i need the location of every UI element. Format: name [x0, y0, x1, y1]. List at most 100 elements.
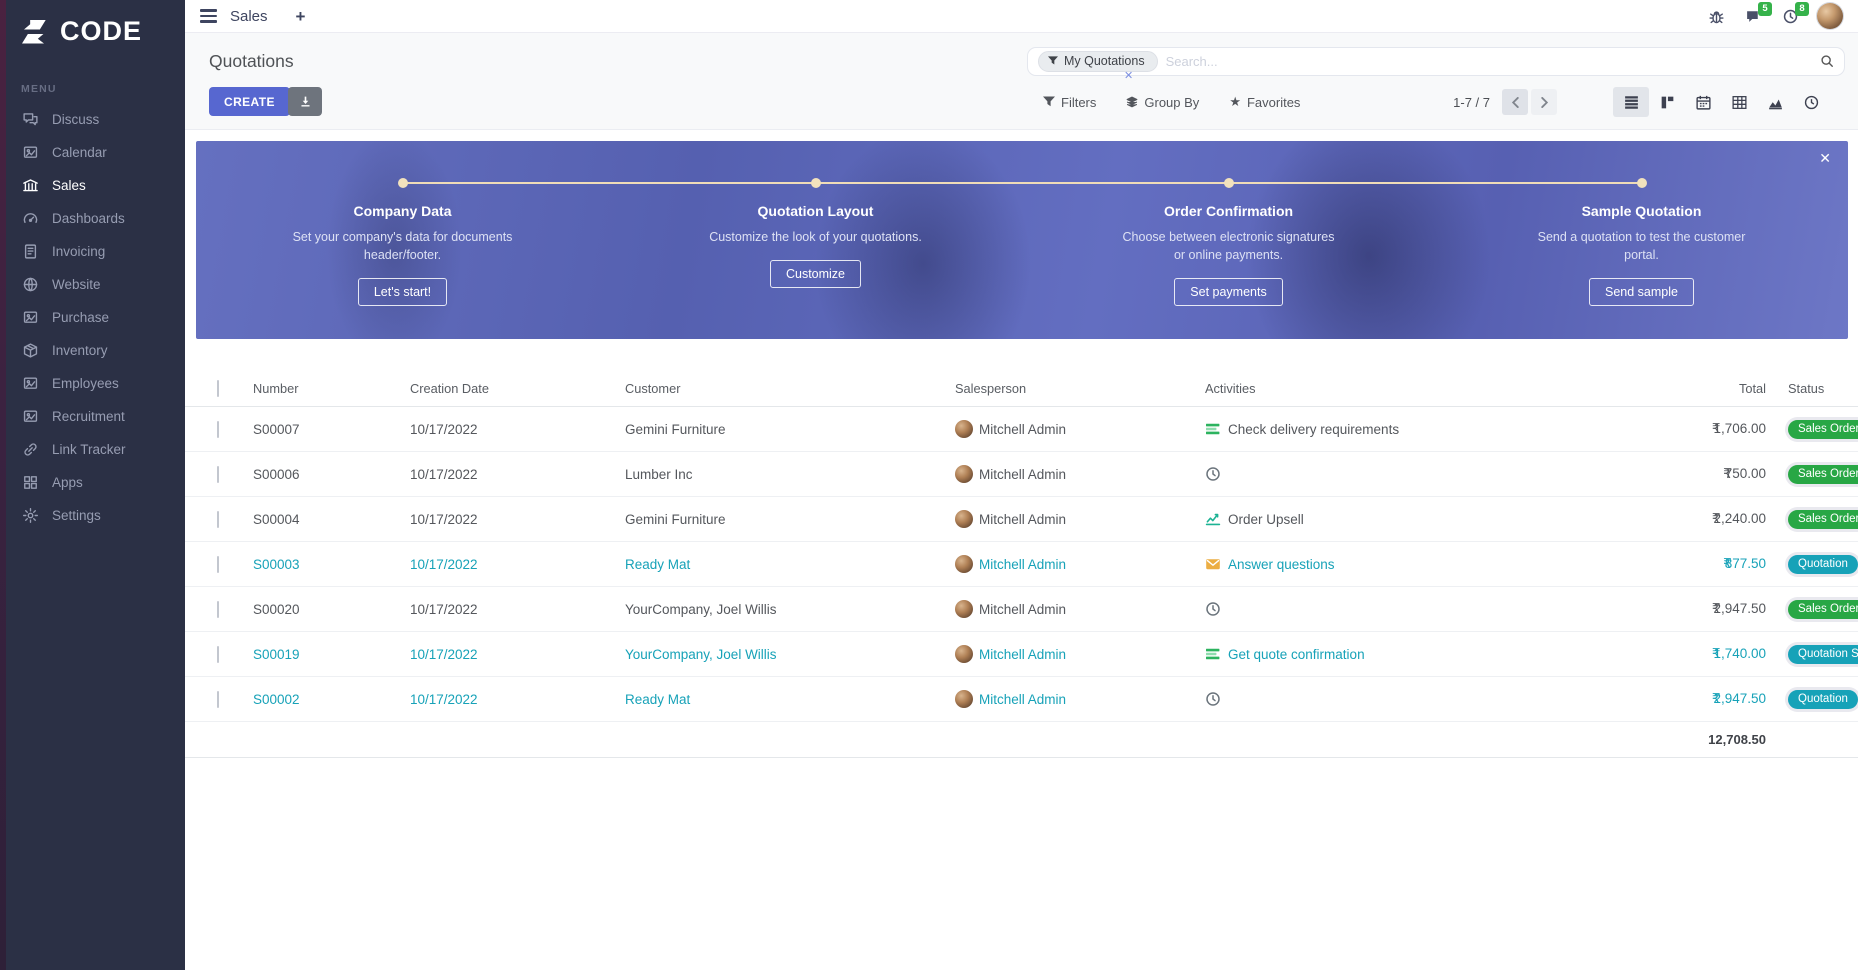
- sidebar-item-employees[interactable]: Employees: [0, 367, 185, 400]
- cell-number: S00007: [253, 421, 300, 437]
- calendar-view-button[interactable]: [1685, 87, 1721, 117]
- sidebar-item-apps[interactable]: Apps: [0, 466, 185, 499]
- step-action-button[interactable]: Send sample: [1589, 278, 1694, 307]
- pager-previous-button[interactable]: [1502, 89, 1528, 115]
- table-row[interactable]: S00004 10/17/2022 Gemini Furniture Mitch…: [185, 497, 1858, 542]
- column-header-customer[interactable]: Customer: [625, 381, 681, 396]
- sidebar-item-sales[interactable]: Sales: [0, 169, 185, 202]
- quotations-table: Number Creation Date Customer Salesperso…: [185, 371, 1858, 758]
- row-checkbox[interactable]: [217, 510, 219, 528]
- step-action-button[interactable]: Let's start!: [357, 278, 448, 307]
- table-row[interactable]: S00006 10/17/2022 Lumber Inc Mitchell Ad…: [185, 452, 1858, 497]
- sidebar-item-discuss[interactable]: Discuss: [0, 103, 185, 136]
- sidebar-item-settings[interactable]: Settings: [0, 499, 185, 532]
- cell-total: ₹1,740.00: [1711, 646, 1766, 661]
- column-header-activities[interactable]: Activities: [1205, 381, 1256, 396]
- search-facet-my-quotations[interactable]: My Quotations: [1038, 50, 1158, 72]
- hamburger-menu-icon[interactable]: [200, 9, 217, 23]
- debug-bug-icon[interactable]: [1708, 8, 1725, 25]
- brand-logo[interactable]: CODE: [0, 0, 185, 47]
- cell-salesperson: Mitchell Admin: [979, 601, 1067, 617]
- pivot-view-button[interactable]: [1721, 87, 1757, 117]
- cell-activity[interactable]: [1205, 691, 1645, 707]
- cell-activity[interactable]: Answer questions: [1205, 556, 1645, 572]
- filters-menu[interactable]: Filters: [1043, 95, 1096, 110]
- activities-clock-icon[interactable]: 8: [1782, 1, 1809, 25]
- facet-remove-icon[interactable]: ✕: [1124, 69, 1134, 82]
- list-view-icon: [1624, 95, 1638, 109]
- banner-close-icon[interactable]: ✕: [1819, 150, 1831, 166]
- export-download-button[interactable]: [288, 87, 322, 116]
- layers-icon: [1126, 96, 1138, 108]
- column-header-salesperson[interactable]: Salesperson: [955, 381, 1027, 396]
- gear-icon: [21, 507, 39, 525]
- column-header-status[interactable]: Status: [1788, 381, 1825, 396]
- step-action-button[interactable]: Customize: [769, 260, 862, 289]
- cell-total: ₹877.50: [1723, 556, 1766, 571]
- table-row[interactable]: S00003 10/17/2022 Ready Mat Mitchell Adm…: [185, 542, 1858, 587]
- step-title: Company Data: [353, 203, 452, 219]
- sidebar-item-recruitment[interactable]: Recruitment: [0, 400, 185, 433]
- sidebar-item-website[interactable]: Website: [0, 268, 185, 301]
- new-tab-button[interactable]: +: [295, 6, 306, 26]
- row-checkbox[interactable]: [217, 645, 219, 663]
- cell-activity[interactable]: [1205, 601, 1645, 617]
- row-checkbox[interactable]: [217, 690, 219, 708]
- select-all-checkbox[interactable]: [217, 380, 219, 397]
- messages-icon[interactable]: 5: [1745, 1, 1772, 25]
- sidebar-item-calendar[interactable]: Calendar: [0, 136, 185, 169]
- cell-salesperson: Mitchell Admin: [979, 646, 1067, 662]
- table-row[interactable]: S00002 10/17/2022 Ready Mat Mitchell Adm…: [185, 677, 1858, 722]
- search-input[interactable]: [1157, 53, 1820, 69]
- step-action-button[interactable]: Set payments: [1174, 278, 1283, 307]
- cell-activity[interactable]: Check delivery requirements: [1205, 421, 1645, 437]
- column-header-total[interactable]: Total: [1738, 381, 1766, 396]
- activity-view-button[interactable]: [1793, 87, 1829, 117]
- search-icon[interactable]: [1820, 54, 1834, 68]
- favorites-menu[interactable]: ★ Favorites: [1229, 94, 1301, 110]
- table-row[interactable]: S00020 10/17/2022 YourCompany, Joel Will…: [185, 587, 1858, 632]
- column-header-number[interactable]: Number: [253, 381, 299, 396]
- brand-logo-text: CODE: [60, 16, 143, 46]
- download-icon: [300, 96, 310, 107]
- timeline-dot: [810, 178, 821, 188]
- view-switcher: [1613, 87, 1829, 117]
- list-view-button[interactable]: [1613, 87, 1649, 117]
- sidebar-item-dashboards[interactable]: Dashboards: [0, 202, 185, 235]
- tasks-activity-icon: [1205, 646, 1221, 662]
- search-options: Filters Group By ★ Favorites: [1043, 87, 1300, 117]
- table-row[interactable]: S00019 10/17/2022 YourCompany, Joel Will…: [185, 632, 1858, 677]
- sidebar-item-inventory[interactable]: Inventory: [0, 334, 185, 367]
- clock-activity-icon: [1205, 466, 1221, 482]
- table-row[interactable]: S00007 10/17/2022 Gemini Furniture Mitch…: [185, 407, 1858, 452]
- sidebar-item-link-tracker[interactable]: Link Tracker: [0, 433, 185, 466]
- row-checkbox[interactable]: [217, 420, 219, 438]
- kanban-view-button[interactable]: [1649, 87, 1685, 117]
- pager-next-button[interactable]: [1531, 89, 1557, 115]
- search-bar[interactable]: My Quotations ✕: [1027, 46, 1845, 81]
- currency-symbol: ₹: [1711, 601, 1721, 616]
- group-by-menu[interactable]: Group By: [1126, 95, 1199, 110]
- onboarding-banner: ✕ Company Data Set your company's data fo…: [196, 141, 1848, 339]
- create-button[interactable]: CREATE: [209, 87, 290, 116]
- user-avatar[interactable]: [1817, 3, 1843, 29]
- cell-activity[interactable]: Get quote confirmation: [1205, 646, 1645, 662]
- cell-customer: Ready Mat: [625, 556, 691, 572]
- graph-view-button[interactable]: [1757, 87, 1793, 117]
- invoice-icon: [21, 243, 39, 261]
- sidebar-item-purchase[interactable]: Purchase: [0, 301, 185, 334]
- row-checkbox[interactable]: [217, 555, 219, 573]
- cell-creation-date: 10/17/2022: [410, 421, 478, 437]
- tasks-activity-icon: [1205, 421, 1221, 437]
- currency-symbol: ₹: [1711, 646, 1721, 661]
- sidebar-item-invoicing[interactable]: Invoicing: [0, 235, 185, 268]
- app-title[interactable]: Sales: [230, 7, 268, 25]
- cell-activity[interactable]: [1205, 466, 1645, 482]
- column-header-creation-date[interactable]: Creation Date: [410, 381, 489, 396]
- row-checkbox[interactable]: [217, 600, 219, 618]
- row-checkbox[interactable]: [217, 465, 219, 483]
- cell-activity[interactable]: Order Upsell: [1205, 511, 1645, 527]
- filter-funnel-icon: [1048, 55, 1058, 64]
- currency-symbol: ₹: [1723, 466, 1732, 481]
- currency-symbol: ₹: [1711, 691, 1721, 706]
